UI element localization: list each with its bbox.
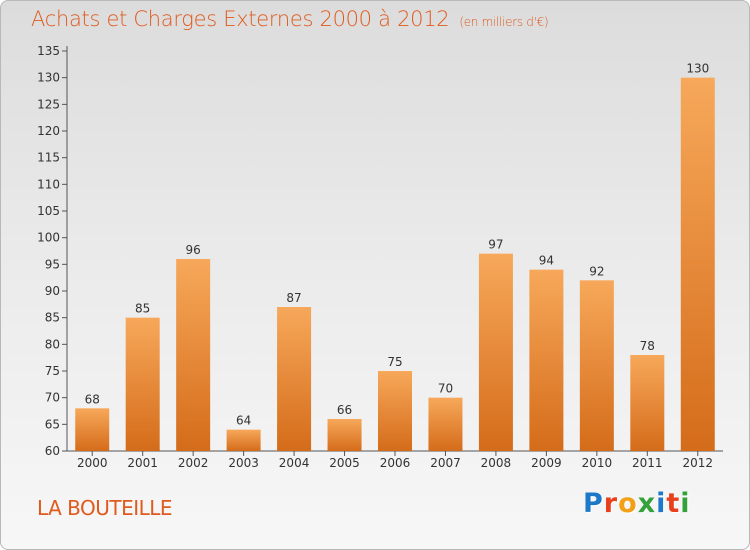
data-label: 85: [135, 302, 150, 316]
chart-bars: [75, 77, 715, 452]
x-tick-label: 2006: [380, 456, 411, 470]
data-label: 78: [640, 339, 655, 353]
chart-axes: 60 65 70 75 80 85 90 95 100 105 110 115 120 125 130 135: [37, 44, 723, 458]
x-tick-label: 2007: [430, 456, 461, 470]
x-tick-label: 2004: [279, 456, 310, 470]
y-tick-label: 60: [45, 444, 60, 458]
data-label: 75: [387, 355, 402, 369]
bar: [327, 419, 362, 451]
x-tick-label: 2009: [531, 456, 562, 470]
x-tick-label: 2012: [682, 456, 713, 470]
y-tick-label: 125: [37, 97, 60, 111]
y-tick-label: 115: [37, 151, 60, 165]
data-label: 130: [686, 62, 709, 76]
y-tick-label: 130: [37, 71, 60, 85]
bar: [378, 371, 412, 451]
y-tick-label: 80: [45, 337, 60, 351]
data-label: 96: [186, 243, 201, 257]
data-label: 66: [337, 403, 352, 417]
chart-title: Achats et Charges Externes 2000 à 2012 (e…: [31, 7, 549, 31]
bar: [428, 397, 463, 451]
data-label: 94: [539, 254, 554, 268]
x-tick-label: 2008: [481, 456, 512, 470]
y-tick-label: 85: [45, 311, 60, 325]
bar: [478, 253, 513, 451]
bar: [226, 429, 261, 451]
x-tick-label: 2011: [632, 456, 663, 470]
y-tick-label: 70: [45, 391, 60, 405]
x-tick-label: 2000: [77, 456, 108, 470]
chart-labels: 2000 68 2001 85 2002 96 2003 64 2004 87 2005 66 2006…: [77, 62, 713, 470]
bar: [630, 355, 665, 451]
bar: [579, 280, 614, 451]
chart-title-text: Achats et Charges Externes 2000 à 2012: [31, 7, 450, 31]
bar: [529, 269, 564, 451]
y-tick-label: 100: [37, 231, 60, 245]
y-tick-label: 120: [37, 124, 60, 138]
data-label: 64: [236, 414, 251, 428]
x-tick-label: 2002: [178, 456, 209, 470]
data-label: 68: [85, 392, 100, 406]
x-tick-label: 2005: [329, 456, 360, 470]
data-label: 97: [488, 238, 503, 252]
x-tick-label: 2001: [127, 456, 158, 470]
y-tick-label: 75: [45, 364, 60, 378]
chart-subtitle: (en milliers d'€): [459, 15, 549, 29]
x-tick-label: 2010: [582, 456, 613, 470]
y-tick-label: 95: [45, 257, 60, 271]
x-tick-label: 2003: [228, 456, 259, 470]
bar: [125, 317, 160, 451]
bar: [75, 408, 110, 451]
bar: [680, 77, 715, 452]
y-tick-label: 135: [37, 44, 60, 58]
y-tick-label: 65: [45, 417, 60, 431]
data-label: 92: [589, 264, 604, 278]
bar: [277, 307, 312, 451]
y-tick-label: 110: [37, 177, 60, 191]
bar: [176, 259, 211, 451]
y-tick-label: 90: [45, 284, 60, 298]
commune-name: LA BOUTEILLE: [37, 496, 173, 520]
y-tick-label: 105: [37, 204, 60, 218]
proxiti-logo: Proxiti: [583, 488, 691, 519]
data-label: 87: [286, 291, 301, 305]
data-label: 70: [438, 382, 453, 396]
